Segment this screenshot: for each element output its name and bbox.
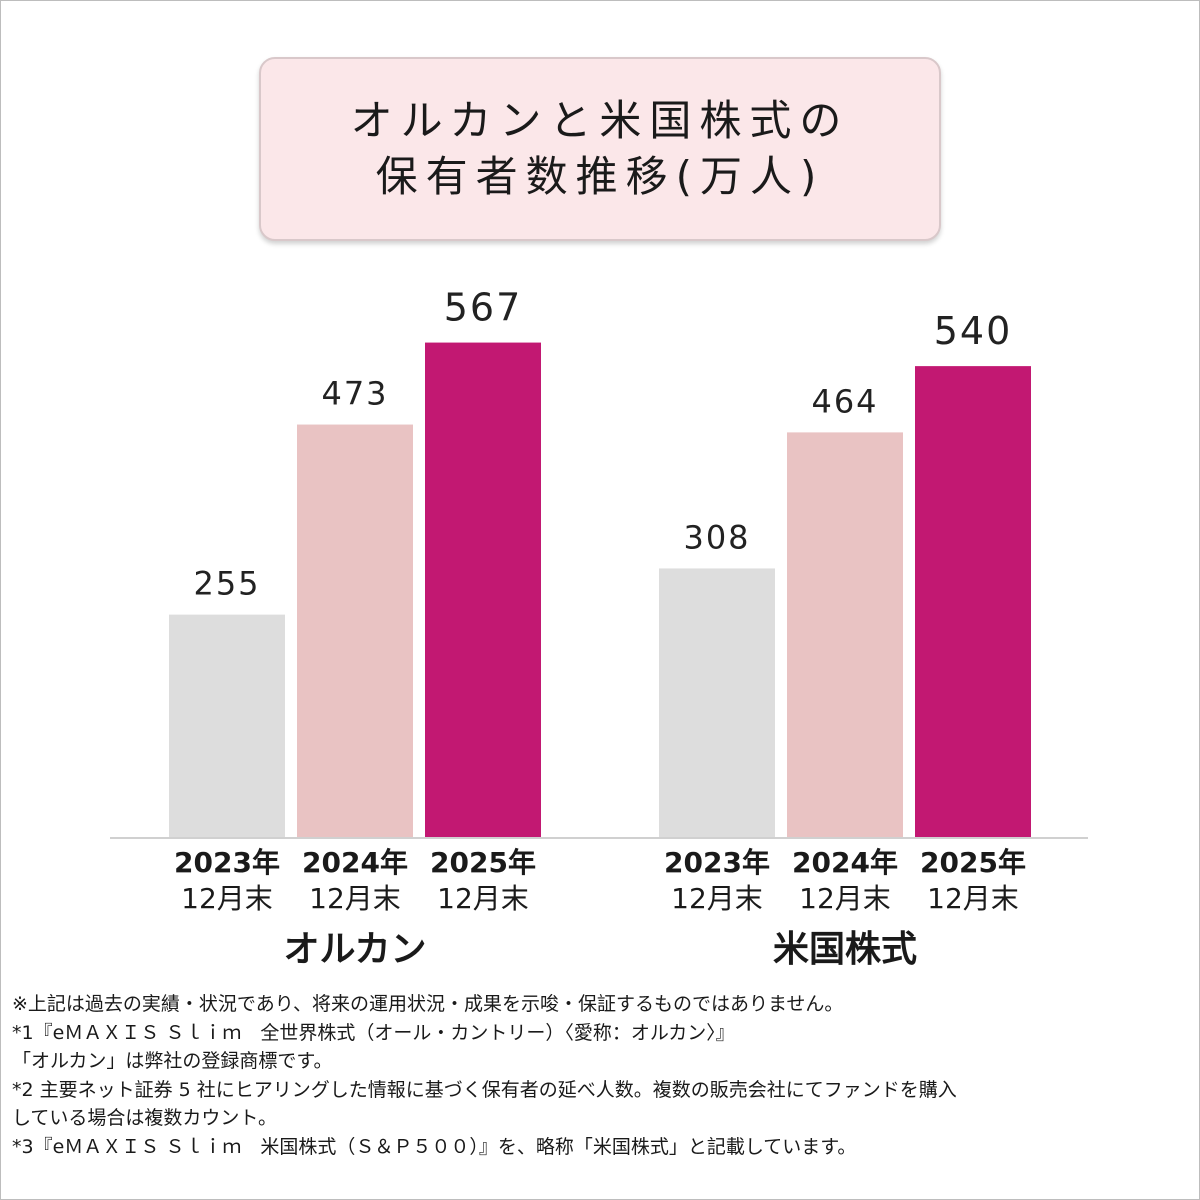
bar-chart: 2552023年12月末4732024年12月末5672025年12月末オルカン… (110, 286, 1088, 970)
bar-value-label: 567 (444, 286, 523, 330)
x-tick-label-month: 12月末 (437, 882, 529, 915)
footnote-2-continued: している場合は複数カウント。 (12, 1107, 278, 1129)
bar-value-label: 308 (683, 518, 750, 556)
x-tick-label-month: 12月末 (181, 882, 273, 915)
bar-value-label: 540 (934, 309, 1013, 353)
footnotes: ※上記は過去の実績・状況であり、将来の運用状況・成果を示唆・保証するものではあり… (12, 990, 1192, 1161)
x-tick-label-month: 12月末 (671, 882, 763, 915)
bar-value-label: 464 (811, 382, 878, 420)
bar-1-2 (915, 366, 1031, 837)
bar-0-2 (425, 342, 541, 837)
chart-title-line-2: 保有者数推移(万人) (375, 152, 825, 201)
bar-value-label: 473 (321, 375, 388, 413)
bar-value-label: 255 (193, 565, 260, 603)
footnote-2: *2 主要ネット証券 5 社にヒアリングした情報に基づく保有者の延べ人数。複数の… (12, 1078, 957, 1101)
group-label: 米国株式 (773, 929, 917, 970)
bar-1-0 (659, 568, 775, 837)
x-tick-label-year: 2023年 (174, 846, 280, 879)
footnote-1-trademark: 「オルカン」は弊社の登録商標です。 (12, 1050, 333, 1072)
x-tick-label-year: 2023年 (664, 846, 770, 879)
chart-title-line-1: オルカンと米国株式の (350, 96, 850, 145)
x-tick-label-month: 12月末 (309, 882, 401, 915)
bar-1-1 (787, 432, 903, 837)
footnote-1: *1『eＭＡＸＩＳ Ｓｌｉｍ 全世界株式（オール・カントリー）〈愛称：オルカン〉… (12, 1021, 735, 1044)
x-tick-label-year: 2024年 (302, 846, 408, 879)
x-tick-label-year: 2025年 (920, 846, 1026, 879)
footnote-3: *3『eＭＡＸＩＳ Ｓｌｉｍ 米国株式（Ｓ＆Ｐ５００）』を、略称「米国株式」と記… (12, 1135, 857, 1158)
chart-title-box: オルカンと米国株式の 保有者数推移(万人) (259, 57, 941, 241)
bar-0-0 (169, 614, 285, 837)
x-tick-label-year: 2024年 (792, 846, 898, 879)
footnote-disclaimer: ※上記は過去の実績・状況であり、将来の運用状況・成果を示唆・保証するものではあり… (12, 993, 844, 1015)
x-tick-label-month: 12月末 (927, 882, 1019, 915)
x-tick-label-month: 12月末 (799, 882, 891, 915)
group-label: オルカン (284, 929, 427, 970)
x-tick-label-year: 2025年 (430, 846, 536, 879)
bar-0-1 (297, 424, 413, 837)
